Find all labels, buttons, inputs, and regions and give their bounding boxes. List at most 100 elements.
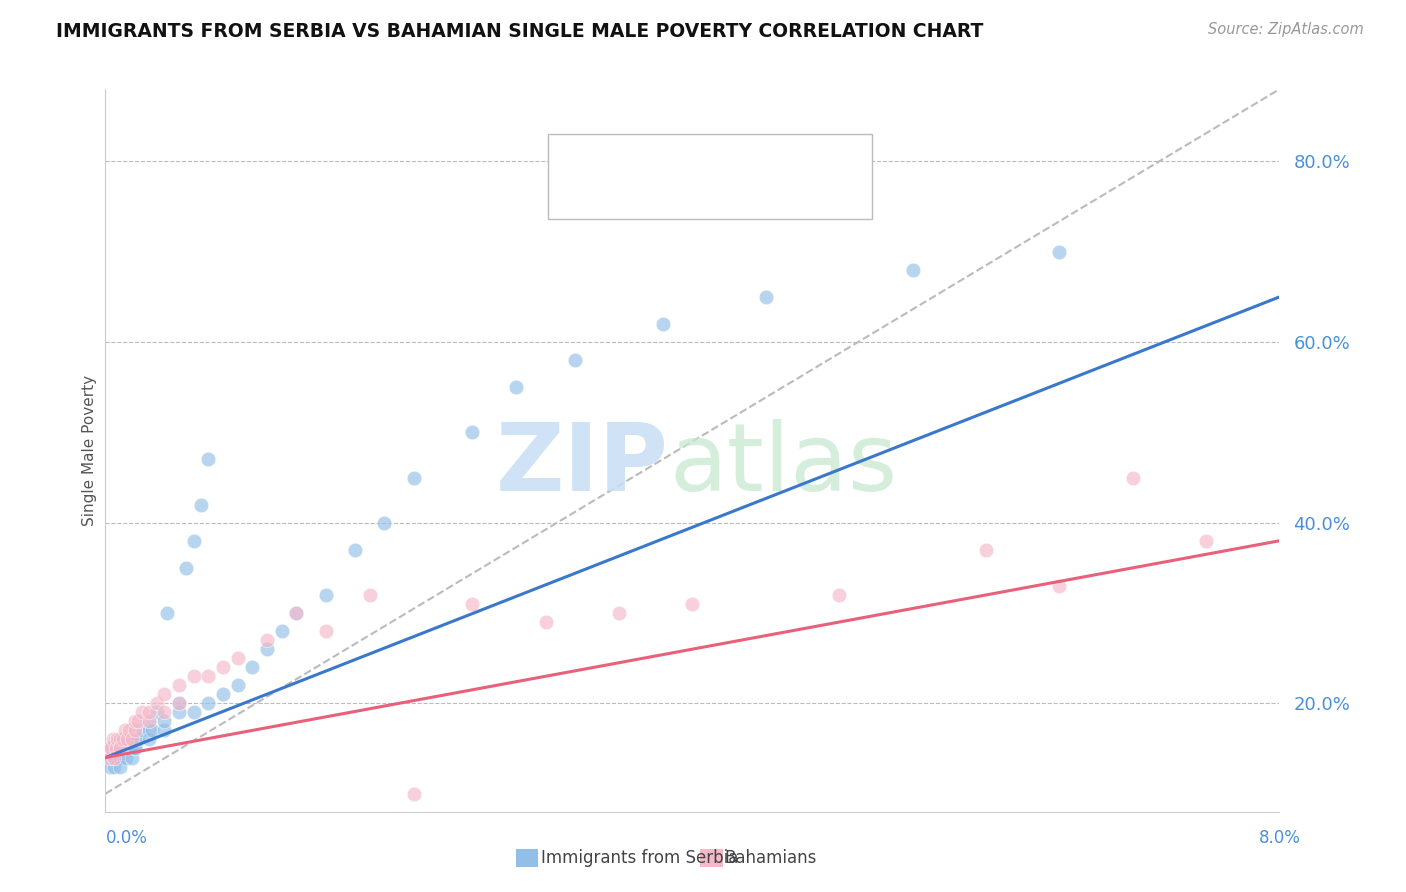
Point: [138, 732, 160, 747]
Point: [97, 741, 120, 756]
Point: [226, 678, 249, 692]
Point: [285, 606, 308, 620]
Text: Bahamians: Bahamians: [724, 849, 817, 867]
Point: [270, 624, 292, 639]
Text: R = 0.451   N = 55: R = 0.451 N = 55: [602, 149, 786, 167]
Point: [118, 732, 141, 747]
Point: [607, 606, 630, 620]
Point: [315, 624, 337, 639]
Point: [108, 759, 131, 773]
Point: [114, 723, 136, 738]
Text: ZIP: ZIP: [496, 419, 669, 511]
Point: [108, 741, 131, 756]
Point: [402, 787, 425, 801]
Point: [108, 732, 131, 747]
Point: [190, 498, 212, 512]
Point: [197, 452, 219, 467]
Point: [1122, 470, 1144, 484]
Point: [100, 741, 122, 756]
Point: [127, 732, 149, 747]
Point: [156, 606, 179, 620]
Text: 8.0%: 8.0%: [1258, 829, 1301, 847]
Point: [174, 561, 197, 575]
Point: [828, 588, 851, 602]
Point: [131, 723, 153, 738]
Point: [1047, 244, 1070, 259]
Point: [167, 696, 190, 710]
Point: [121, 732, 143, 747]
Point: [124, 714, 146, 729]
Point: [131, 706, 153, 720]
Point: [104, 741, 127, 756]
Point: [121, 750, 143, 764]
Point: [183, 533, 205, 548]
Point: [755, 290, 778, 304]
Point: [226, 651, 249, 665]
Point: [138, 714, 160, 729]
Point: [153, 723, 176, 738]
Point: [461, 597, 484, 611]
Point: [211, 660, 233, 674]
Point: [101, 750, 124, 764]
Point: [534, 615, 557, 629]
Point: [138, 714, 160, 729]
Point: [1195, 533, 1218, 548]
Point: [153, 687, 176, 701]
Point: [108, 750, 131, 764]
Point: [197, 669, 219, 683]
Text: 0.0%: 0.0%: [105, 829, 148, 847]
Point: [373, 516, 395, 530]
Point: [197, 696, 219, 710]
Point: [100, 741, 122, 756]
Point: [114, 741, 136, 756]
Point: [115, 750, 138, 764]
Text: R = 0.582   N = 44: R = 0.582 N = 44: [602, 185, 786, 202]
Point: [98, 759, 121, 773]
Point: [103, 750, 125, 764]
Point: [124, 741, 146, 756]
Point: [505, 380, 527, 394]
Point: [108, 741, 131, 756]
Text: IMMIGRANTS FROM SERBIA VS BAHAMIAN SINGLE MALE POVERTY CORRELATION CHART: IMMIGRANTS FROM SERBIA VS BAHAMIAN SINGL…: [56, 22, 984, 41]
Point: [138, 723, 160, 738]
Y-axis label: Single Male Poverty: Single Male Poverty: [82, 375, 97, 526]
Point: [183, 706, 205, 720]
Text: Immigrants from Serbia: Immigrants from Serbia: [541, 849, 738, 867]
Point: [146, 706, 169, 720]
Point: [112, 732, 135, 747]
Point: [101, 732, 124, 747]
Point: [402, 470, 425, 484]
Point: [103, 759, 125, 773]
Point: [285, 606, 308, 620]
Point: [97, 750, 120, 764]
Point: [118, 723, 141, 738]
Point: [153, 714, 176, 729]
Point: [256, 633, 278, 648]
Text: atlas: atlas: [669, 419, 897, 511]
Point: [105, 732, 128, 747]
Point: [141, 723, 163, 738]
Point: [138, 706, 160, 720]
Point: [108, 741, 131, 756]
Point: [104, 750, 127, 764]
Point: [315, 588, 337, 602]
Point: [240, 660, 263, 674]
Point: [124, 741, 146, 756]
Point: [901, 262, 924, 277]
Point: [127, 714, 149, 729]
Point: [183, 669, 205, 683]
Point: [105, 741, 128, 756]
Point: [343, 542, 366, 557]
Point: [256, 642, 278, 657]
Point: [117, 732, 139, 747]
Point: [211, 687, 233, 701]
Point: [167, 696, 190, 710]
Point: [153, 706, 176, 720]
Point: [359, 588, 381, 602]
Point: [1047, 579, 1070, 593]
Point: [98, 750, 121, 764]
Point: [167, 678, 190, 692]
Point: [124, 732, 146, 747]
Point: [124, 723, 146, 738]
Point: [117, 741, 139, 756]
